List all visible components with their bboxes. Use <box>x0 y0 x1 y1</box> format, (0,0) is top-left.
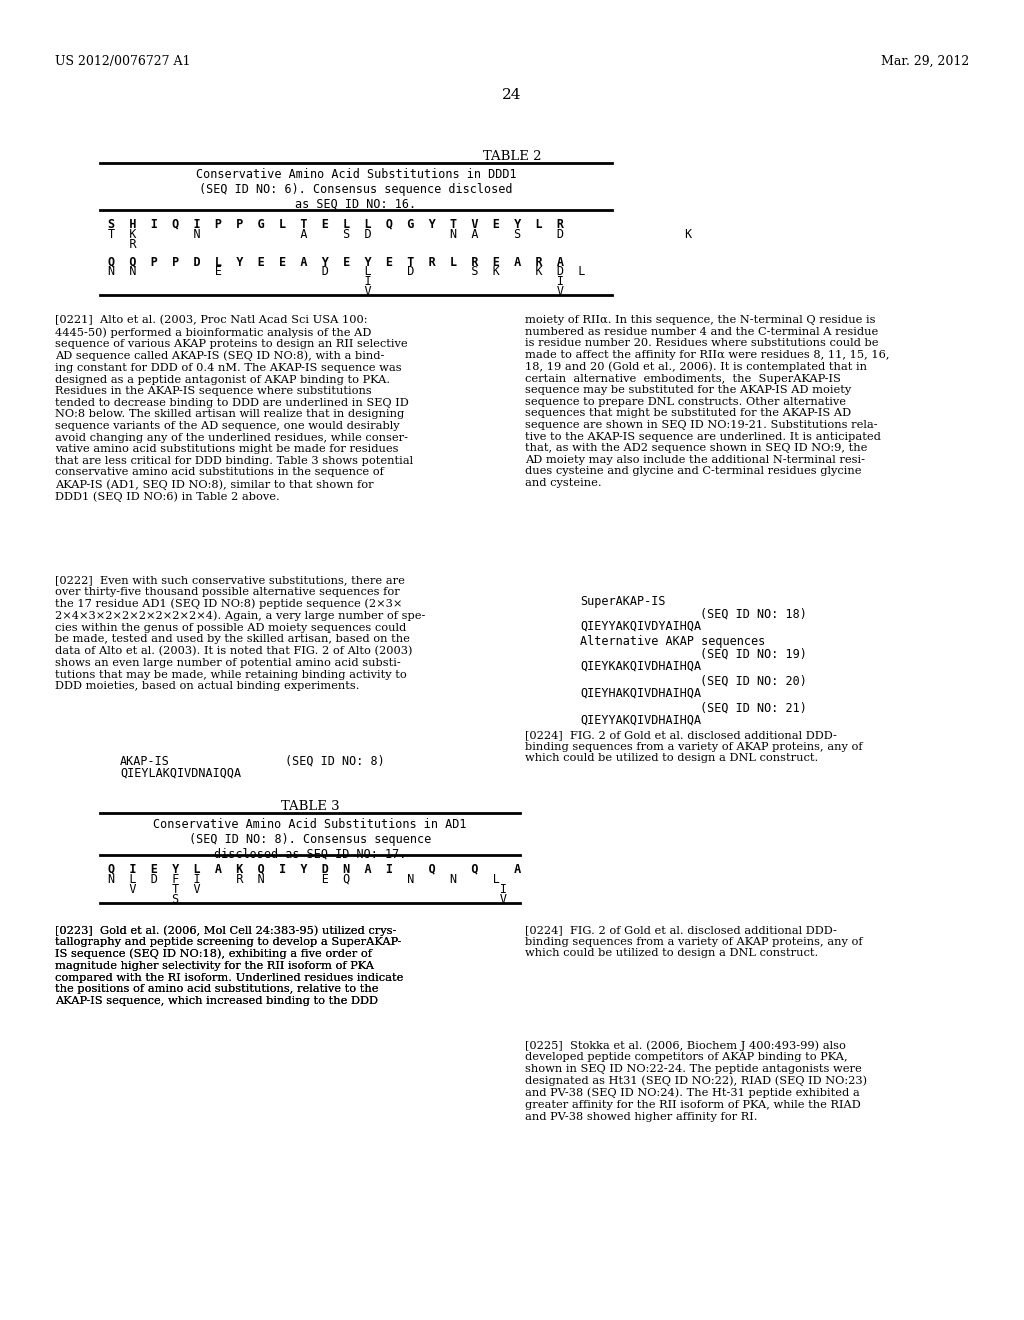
Text: TABLE 3: TABLE 3 <box>281 800 339 813</box>
Text: (SEQ ID NO: 21): (SEQ ID NO: 21) <box>700 702 807 715</box>
Text: QIEYHAKQIVDHAIHQA: QIEYHAKQIVDHAIHQA <box>580 686 701 700</box>
Text: N  N           E              D     L     D        S  K     K  D  L: N N E D L D S K K D L <box>108 265 586 279</box>
Text: [0224]  FIG. 2 of Gold et al. disclosed additional DDD-
binding sequences from a: [0224] FIG. 2 of Gold et al. disclosed a… <box>525 730 862 763</box>
Text: SuperAKAP-IS: SuperAKAP-IS <box>580 595 666 609</box>
Text: AKAP-IS: AKAP-IS <box>120 755 170 768</box>
Text: S  H  I  Q  I  P  P  G  L  T  E  L  L  Q  G  Y  T  V  E  Y  L  R: S H I Q I P P G L T E L L Q G Y T V E Y … <box>108 216 564 230</box>
Text: T  K        N              A     S  D           N  A     S     D                : T K N A S D N A S D <box>108 228 692 242</box>
Text: moiety of RIIα. In this sequence, the N-terminal Q residue is
numbered as residu: moiety of RIIα. In this sequence, the N-… <box>525 315 890 488</box>
Text: V                          V: V V <box>108 285 564 298</box>
Text: Alternative AKAP sequences: Alternative AKAP sequences <box>580 635 765 648</box>
Text: [0224]  FIG. 2 of Gold et al. disclosed additional DDD-
binding sequences from a: [0224] FIG. 2 of Gold et al. disclosed a… <box>525 925 862 958</box>
Text: [0225]  Stokka et al. (2006, Biochem J 400:493-99) also
developed peptide compet: [0225] Stokka et al. (2006, Biochem J 40… <box>525 1040 867 1122</box>
Text: S                                             V: S V <box>108 894 507 906</box>
Text: [0221]  Alto et al. (2003, Proc Natl Acad Sci USA 100:
4445-50) performed a bioi: [0221] Alto et al. (2003, Proc Natl Acad… <box>55 315 413 502</box>
Text: I                          I: I I <box>108 275 564 288</box>
Text: Conservative Amino Acid Substitutions in AD1
(SEQ ID NO: 8). Consensus sequence
: Conservative Amino Acid Substitutions in… <box>154 818 467 861</box>
Text: N  L  D  F  I     R  N        E  Q        N     N     L: N L D F I R N E Q N N L <box>108 873 500 886</box>
Text: QIEYLAKQIVDNAIQQA: QIEYLAKQIVDNAIQQA <box>120 767 241 780</box>
Text: US 2012/0076727 A1: US 2012/0076727 A1 <box>55 55 190 69</box>
Text: QIEYKAKQIVDHAIHQA: QIEYKAKQIVDHAIHQA <box>580 660 701 673</box>
Text: [0223]  Gold et al. (2006, Mol Cell 24:383-95) utilized crys-
tallography and pe: [0223] Gold et al. (2006, Mol Cell 24:38… <box>55 925 403 1006</box>
Text: V     T  V                                          I: V T V I <box>108 883 507 896</box>
Text: (SEQ ID NO: 18): (SEQ ID NO: 18) <box>700 609 807 620</box>
Text: Q  Q  P  P  D  L  Y  E  E  A  Y  E  Y  E  T  R  L  R  E  A  R  A: Q Q P P D L Y E E A Y E Y E T R L R E A … <box>108 255 564 268</box>
Text: 24: 24 <box>502 88 522 102</box>
Text: (SEQ ID NO: 8): (SEQ ID NO: 8) <box>285 755 385 768</box>
Text: TABLE 2: TABLE 2 <box>482 150 542 162</box>
Text: Mar. 29, 2012: Mar. 29, 2012 <box>881 55 969 69</box>
Text: (SEQ ID NO: 19): (SEQ ID NO: 19) <box>700 648 807 661</box>
Text: QIEYYAKQIVDYAIHQA: QIEYYAKQIVDYAIHQA <box>580 620 701 634</box>
Text: [0223]  Gold et al. (2006, Mol Cell 24:383-95) utilized crys-
tallography and pe: [0223] Gold et al. (2006, Mol Cell 24:38… <box>55 925 403 1006</box>
Text: R: R <box>108 238 136 251</box>
Text: Q  I  E  Y  L  A  K  Q  I  Y  D  N  A  I     Q     Q     A: Q I E Y L A K Q I Y D N A I Q Q A <box>108 862 521 875</box>
Text: [0222]  Even with such conservative substitutions, there are
over thirty-five th: [0222] Even with such conservative subst… <box>55 576 425 692</box>
Text: (SEQ ID NO: 20): (SEQ ID NO: 20) <box>700 675 807 688</box>
Text: QIEYYAKQIVDHAIHQA: QIEYYAKQIVDHAIHQA <box>580 714 701 727</box>
Text: Conservative Amino Acid Substitutions in DDD1
(SEQ ID NO: 6). Consensus sequence: Conservative Amino Acid Substitutions in… <box>196 168 516 211</box>
